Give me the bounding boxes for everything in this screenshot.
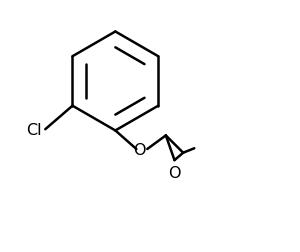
Text: Cl: Cl [26,122,42,137]
Text: O: O [168,165,181,180]
Text: O: O [133,142,145,157]
